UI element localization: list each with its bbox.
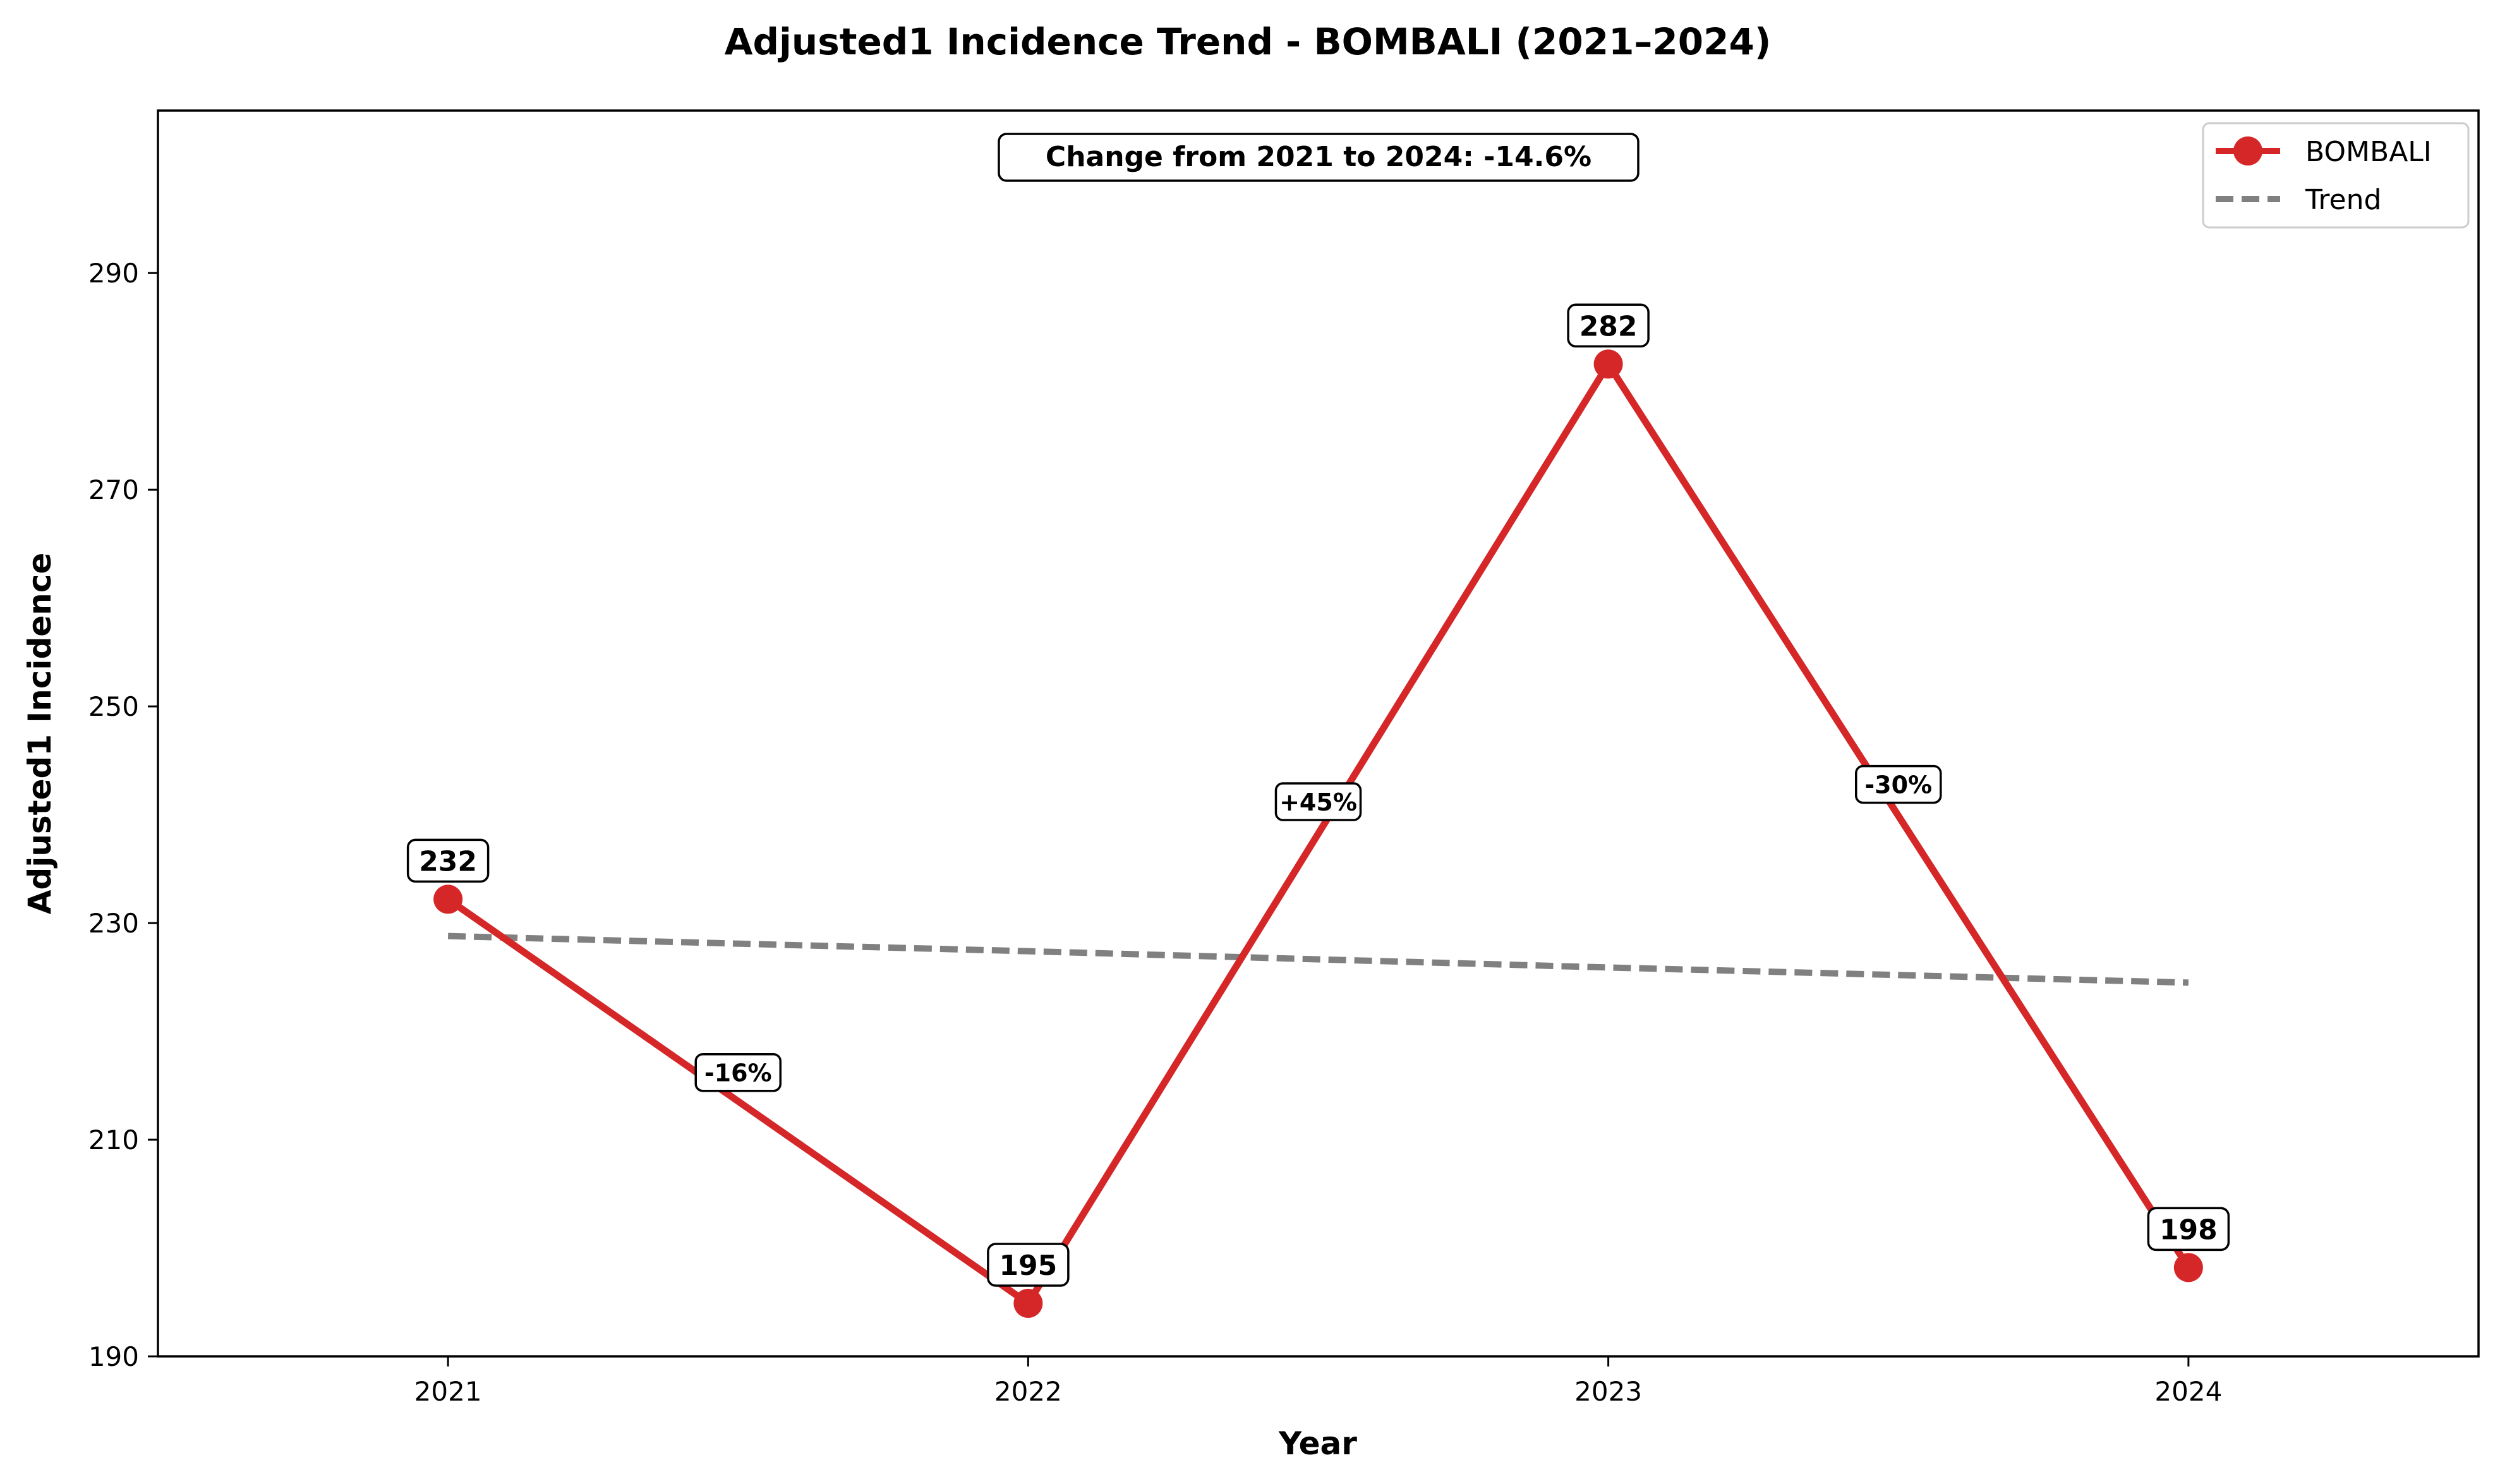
- legend-bombali-label: BOMBALI: [2305, 136, 2432, 168]
- legend: BOMBALI Trend: [2202, 122, 2470, 229]
- data-label-box: [987, 1243, 1070, 1287]
- change-label: -16%: [704, 1059, 772, 1087]
- series-line-bombali: [445, 360, 2192, 1307]
- data-point-bombali: [2173, 1253, 2203, 1282]
- data-label: 282: [1579, 310, 1638, 342]
- data-label: 195: [999, 1250, 1057, 1282]
- change-label: -30%: [1864, 771, 1932, 799]
- change-annotation-text: Change from 2021 to 2024: -14.6%: [1046, 141, 1591, 173]
- plot-area-frame: [157, 109, 2480, 1358]
- data-point-bombali: [1593, 349, 1623, 379]
- legend-trend-label: Trend: [2305, 184, 2381, 216]
- change-annotation: Change from 2021 to 2024: -14.6%: [998, 133, 1639, 182]
- data-label: 198: [2159, 1214, 2218, 1246]
- y-tick-label: 190: [88, 1341, 139, 1372]
- change-label-box: [694, 1053, 782, 1092]
- change-label-box: [1855, 764, 1942, 804]
- x-axis-label: Year: [1278, 1425, 1357, 1462]
- trend-line: [447, 932, 2189, 986]
- data-label-box: [2147, 1207, 2230, 1252]
- x-tick-label: 2022: [994, 1376, 1062, 1407]
- x-tick-label: 2021: [414, 1376, 482, 1407]
- change-annotation-box: [998, 133, 1639, 182]
- x-tick-label: 2023: [1574, 1376, 1642, 1407]
- data-label-box: [1567, 303, 1650, 348]
- legend-bombali-marker: [2233, 136, 2262, 166]
- chart-title: Adjusted1 Incidence Trend - BOMBALI (202…: [725, 20, 1772, 63]
- y-tick-label: 290: [88, 258, 139, 289]
- y-axis-label: Adjusted1 Incidence: [21, 553, 58, 915]
- data-label-box: [406, 838, 490, 883]
- data-label: 232: [419, 845, 477, 878]
- y-tick-label: 210: [88, 1125, 139, 1155]
- y-tick-label: 250: [88, 691, 139, 722]
- x-tick-label: 2024: [2154, 1376, 2222, 1407]
- y-tick-label: 270: [88, 474, 139, 505]
- change-label: +45%: [1279, 788, 1357, 816]
- change-label-box: [1274, 782, 1362, 821]
- y-tick-label: 230: [88, 908, 139, 939]
- data-point-bombali: [1013, 1288, 1043, 1318]
- data-point-bombali: [433, 884, 463, 914]
